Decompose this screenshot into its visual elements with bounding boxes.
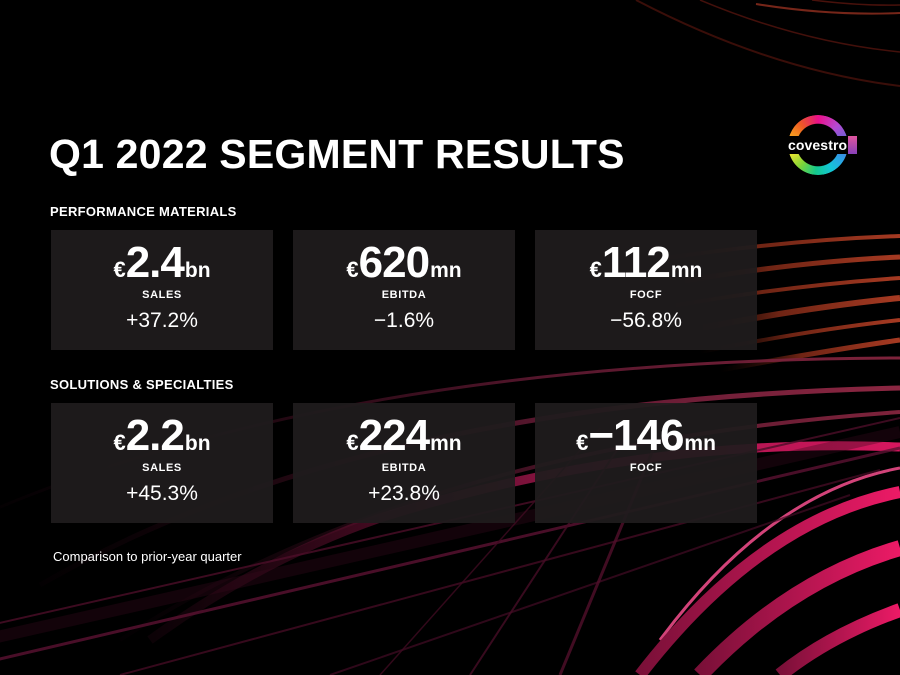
card-row-solutions-specialties: € 2.2 bn SALES +45.3% € 224 mn EBITDA +2… (51, 403, 757, 523)
kpi-card-pm-sales: € 2.4 bn SALES +37.2% (51, 230, 273, 350)
kpi-metric-label: FOCF (629, 462, 663, 474)
kpi-delta: +45.3% (126, 482, 198, 505)
kpi-value-line: € −146 mn (576, 414, 716, 458)
currency-symbol: € (346, 430, 359, 455)
covestro-wordmark: covestro (785, 136, 849, 154)
currency-symbol: € (113, 257, 126, 282)
kpi-delta: +23.8% (368, 482, 440, 505)
kpi-card-ss-focf: € −146 mn FOCF (535, 403, 757, 523)
kpi-value: 2.2 (125, 411, 185, 460)
kpi-card-ss-sales: € 2.2 bn SALES +45.3% (51, 403, 273, 523)
currency-symbol: € (589, 257, 602, 282)
kpi-value: 2.4 (125, 238, 185, 287)
kpi-metric-label: EBITDA (381, 462, 427, 474)
kpi-metric-label: SALES (142, 462, 182, 474)
currency-symbol: € (113, 430, 126, 455)
page-title: Q1 2022 SEGMENT RESULTS (49, 131, 625, 177)
kpi-value-line: € 112 mn (590, 241, 703, 285)
card-row-performance-materials: € 2.4 bn SALES +37.2% € 620 mn EBITDA −1… (51, 230, 757, 350)
kpi-unit: bn (184, 432, 211, 455)
kpi-value-line: € 2.4 bn (113, 241, 210, 285)
kpi-delta: −56.8% (610, 309, 682, 332)
kpi-unit: mn (430, 432, 462, 455)
covestro-wordmark-band: covestro (785, 136, 858, 154)
kpi-value: −146 (588, 411, 684, 460)
kpi-value: 224 (358, 411, 430, 460)
kpi-card-pm-ebitda: € 620 mn EBITDA −1.6% (293, 230, 515, 350)
kpi-card-ss-ebitda: € 224 mn EBITDA +23.8% (293, 403, 515, 523)
kpi-value-line: € 620 mn (346, 241, 461, 285)
kpi-card-pm-focf: € 112 mn FOCF −56.8% (535, 230, 757, 350)
footnote: Comparison to prior-year quarter (53, 549, 242, 564)
section-title-performance-materials: PERFORMANCE MATERIALS (50, 204, 237, 219)
section-title-solutions-specialties: SOLUTIONS & SPECIALTIES (50, 377, 234, 392)
currency-symbol: € (576, 430, 589, 455)
kpi-value-line: € 224 mn (346, 414, 461, 458)
kpi-metric-label: SALES (142, 289, 182, 301)
kpi-unit: bn (184, 259, 211, 282)
kpi-unit: mn (670, 259, 703, 282)
kpi-delta: −1.6% (373, 309, 435, 332)
kpi-unit: mn (684, 432, 716, 455)
kpi-unit: mn (430, 259, 462, 282)
kpi-delta: +37.2% (126, 309, 198, 332)
kpi-metric-label: FOCF (629, 289, 663, 301)
kpi-value: 112 (601, 238, 671, 287)
currency-symbol: € (346, 257, 359, 282)
kpi-value-line: € 2.2 bn (113, 414, 210, 458)
logo-gradient-tab-icon (848, 136, 858, 154)
covestro-logo: covestro (785, 115, 858, 175)
kpi-value: 620 (358, 238, 430, 287)
kpi-metric-label: EBITDA (381, 289, 427, 301)
